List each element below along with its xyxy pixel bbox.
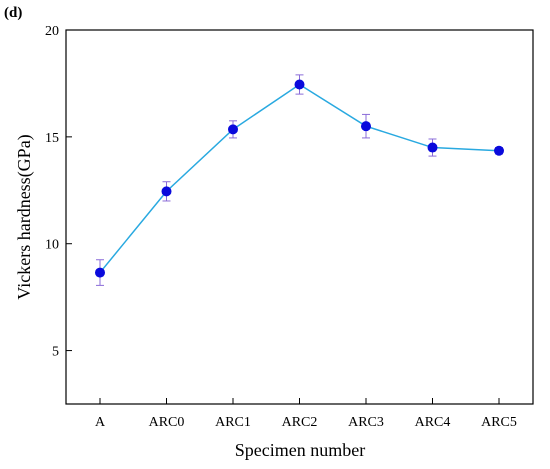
data-point xyxy=(95,267,105,278)
y-axis: 5 10 15 20 xyxy=(45,24,72,360)
x-tick-label: ARC1 xyxy=(215,415,251,430)
x-axis: A ARC0 ARC1 ARC2 ARC3 ARC4 ARC5 xyxy=(95,398,517,430)
x-tick-label: A xyxy=(95,415,106,430)
series-line xyxy=(99,83,500,274)
data-point xyxy=(161,186,172,197)
panel-label: (d) xyxy=(4,5,22,21)
data-point xyxy=(427,142,438,153)
data-point xyxy=(494,145,504,156)
y-tick-label: 5 xyxy=(52,345,59,360)
x-tick-label: ARC3 xyxy=(348,415,384,430)
data-series xyxy=(95,74,504,286)
y-tick-label: 20 xyxy=(45,24,59,39)
y-axis-title: Vickers hardness(GPa) xyxy=(14,134,35,299)
x-tick-label: ARC2 xyxy=(282,415,318,430)
x-axis-title: Specimen number xyxy=(235,440,365,460)
y-tick-label: 10 xyxy=(45,238,59,253)
data-point xyxy=(361,121,371,132)
x-tick-label: ARC4 xyxy=(415,415,451,430)
data-point xyxy=(228,124,238,135)
x-tick-label: ARC5 xyxy=(481,415,517,430)
data-point xyxy=(294,79,305,90)
x-tick-label: ARC0 xyxy=(149,415,185,430)
y-tick-label: 15 xyxy=(45,131,59,146)
